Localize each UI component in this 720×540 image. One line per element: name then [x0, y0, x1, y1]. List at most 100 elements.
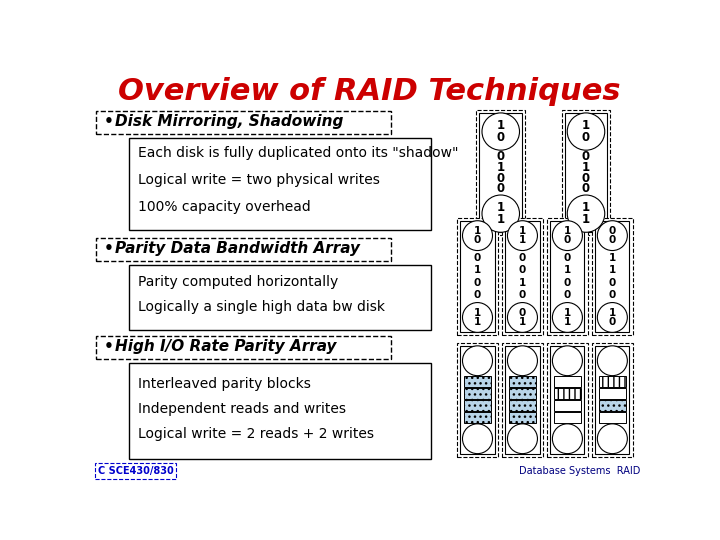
Bar	[509, 400, 536, 411]
Bar	[593, 343, 632, 457]
Bar	[509, 376, 536, 387]
Bar	[550, 221, 585, 333]
Text: 0: 0	[582, 131, 590, 144]
Bar	[547, 218, 588, 335]
Text: 0: 0	[497, 172, 505, 185]
Bar	[554, 412, 581, 423]
Circle shape	[462, 221, 492, 251]
Circle shape	[508, 221, 537, 251]
Text: 0: 0	[582, 172, 590, 185]
Text: 1: 1	[497, 119, 505, 132]
Circle shape	[598, 221, 627, 251]
Bar	[129, 265, 431, 330]
Bar	[509, 412, 536, 423]
Text: Database Systems  RAID: Database Systems RAID	[519, 467, 640, 476]
Text: 1: 1	[582, 161, 590, 174]
Text: 0: 0	[582, 150, 590, 163]
Text: 0: 0	[564, 235, 571, 246]
Circle shape	[482, 195, 520, 232]
Circle shape	[508, 302, 537, 333]
Text: 1: 1	[608, 308, 616, 318]
Text: C SCE430/830: C SCE430/830	[98, 467, 174, 476]
Bar	[509, 388, 536, 399]
Text: 0: 0	[519, 308, 526, 318]
Bar	[503, 218, 543, 335]
Text: •: •	[104, 114, 114, 129]
Text: 0: 0	[519, 291, 526, 300]
Bar	[480, 113, 522, 232]
Text: Interleaved parity blocks: Interleaved parity blocks	[138, 377, 311, 392]
Text: Overview of RAID Techniques: Overview of RAID Techniques	[118, 77, 620, 106]
Text: 1: 1	[474, 308, 481, 318]
Text: 0: 0	[474, 253, 481, 262]
Bar	[503, 343, 543, 457]
Text: 0: 0	[564, 278, 571, 288]
Text: 0: 0	[582, 183, 590, 195]
Text: 1: 1	[564, 226, 571, 236]
Text: 1: 1	[497, 201, 505, 214]
Text: 1: 1	[519, 278, 526, 288]
Text: 0: 0	[519, 253, 526, 262]
Text: 0: 0	[474, 278, 481, 288]
Text: 1: 1	[608, 265, 616, 275]
Text: Logical write = two physical writes: Logical write = two physical writes	[138, 173, 380, 187]
Text: 1: 1	[582, 201, 590, 214]
Text: 1: 1	[608, 253, 616, 262]
Bar	[554, 388, 581, 399]
Text: 0: 0	[497, 183, 505, 195]
Bar	[599, 400, 626, 411]
Text: Logically a single high data bw disk: Logically a single high data bw disk	[138, 300, 385, 314]
Bar	[595, 221, 629, 333]
Bar	[599, 412, 626, 423]
Bar	[129, 138, 431, 231]
Circle shape	[552, 424, 582, 454]
Text: 1: 1	[564, 318, 571, 327]
Circle shape	[567, 195, 605, 232]
Text: Parity computed horizontally: Parity computed horizontally	[138, 275, 338, 289]
Text: Parity Data Bandwidth Array: Parity Data Bandwidth Array	[114, 241, 360, 256]
Text: Logical write = 2 reads + 2 writes: Logical write = 2 reads + 2 writes	[138, 427, 374, 441]
Text: 1: 1	[519, 235, 526, 246]
Text: 0: 0	[608, 278, 616, 288]
Bar	[461, 346, 495, 454]
Bar	[477, 110, 525, 235]
Bar	[96, 336, 391, 359]
Circle shape	[462, 346, 492, 376]
Text: 1: 1	[497, 161, 505, 174]
Circle shape	[482, 113, 520, 150]
Bar	[464, 388, 491, 399]
Text: High I/O Rate Parity Array: High I/O Rate Parity Array	[114, 339, 336, 354]
Bar	[547, 343, 588, 457]
Bar	[550, 346, 585, 454]
Bar	[96, 238, 391, 261]
Bar	[554, 400, 581, 411]
Bar	[464, 376, 491, 387]
Text: 0: 0	[564, 253, 571, 262]
Text: 0: 0	[497, 131, 505, 144]
Bar	[129, 363, 431, 459]
Text: Disk Mirroring, Shadowing: Disk Mirroring, Shadowing	[114, 114, 343, 129]
Bar	[554, 376, 581, 387]
Text: 0: 0	[608, 291, 616, 300]
Text: 100% capacity overhead: 100% capacity overhead	[138, 200, 311, 214]
Text: 1: 1	[474, 265, 481, 275]
Text: 1: 1	[582, 119, 590, 132]
Text: 0: 0	[474, 235, 481, 246]
Text: 0: 0	[474, 291, 481, 300]
Text: Each disk is fully duplicated onto its "shadow": Each disk is fully duplicated onto its "…	[138, 146, 459, 160]
Text: 0: 0	[608, 318, 616, 327]
Circle shape	[598, 346, 627, 376]
Bar	[595, 346, 629, 454]
Text: 1: 1	[582, 213, 590, 226]
Circle shape	[598, 424, 627, 454]
Text: 0: 0	[564, 291, 571, 300]
Bar	[564, 113, 607, 232]
Bar	[593, 218, 632, 335]
Text: 1: 1	[564, 308, 571, 318]
Text: 0: 0	[608, 226, 616, 236]
Circle shape	[508, 346, 537, 376]
Bar	[464, 412, 491, 423]
Circle shape	[462, 424, 492, 454]
Circle shape	[462, 302, 492, 333]
Bar	[461, 221, 495, 333]
